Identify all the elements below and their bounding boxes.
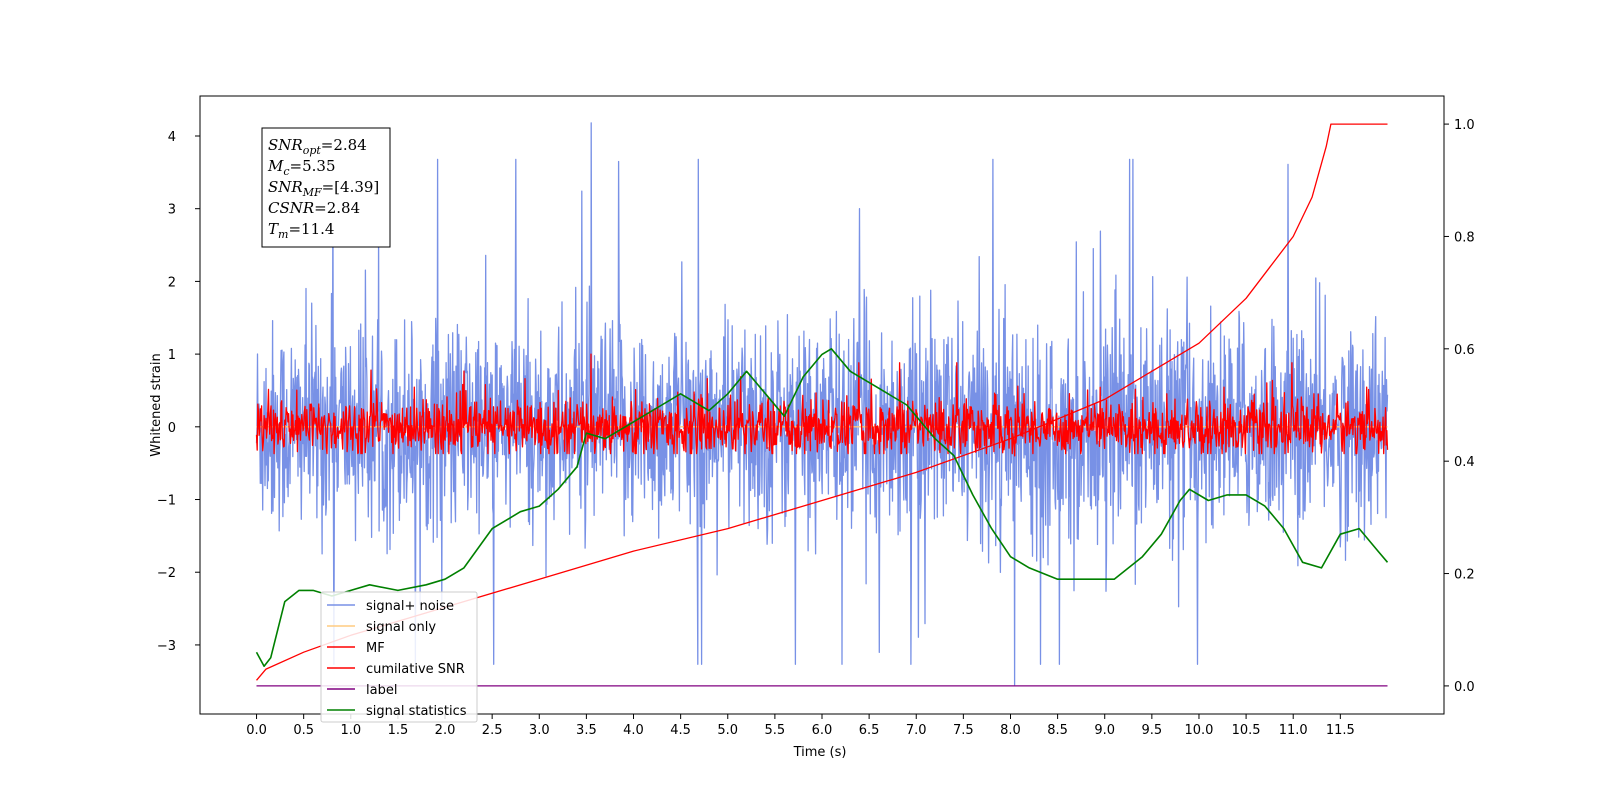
y-tick-label: 1: [168, 348, 176, 363]
y2-tick-label: 1.0: [1454, 118, 1475, 133]
info-line: SNRMF=[4.39]: [268, 178, 379, 199]
series-line-signal-statistics: [255, 347, 1389, 668]
x-tick-label: 2.0: [435, 723, 456, 738]
series-line-mf: [255, 353, 1389, 457]
legend-label: signal+ noise: [366, 599, 454, 614]
legend-label: label: [366, 683, 397, 698]
x-tick-label: 4.0: [623, 723, 644, 738]
x-tick-label: 6.5: [859, 723, 880, 738]
x-tick-label: 9.5: [1142, 723, 1163, 738]
x-tick-label: 5.5: [765, 723, 786, 738]
y2-tick-label: 0.4: [1454, 455, 1475, 470]
y-axis-right: 1.0 0.8 0.6 0.4 0.2 0.0: [1444, 118, 1475, 695]
x-tick-label: 1.0: [340, 723, 361, 738]
x-tick-label: 6.0: [812, 723, 833, 738]
x-tick-label: 10.5: [1232, 723, 1261, 738]
x-tick-label: 7.5: [953, 723, 974, 738]
legend: signal+ noise signal only MF cumilative SNR…: [320, 591, 478, 723]
x-tick-label: 3.0: [529, 723, 550, 738]
x-tick-label: 3.5: [576, 723, 597, 738]
x-tick-label: 0.0: [246, 723, 267, 738]
info-line: SNRopt=2.84: [268, 136, 367, 157]
y2-tick-label: 0.2: [1454, 568, 1475, 583]
info-line: CSNR=2.84: [268, 199, 360, 217]
x-tick-label: 8.5: [1047, 723, 1068, 738]
y-tick-label: −1: [157, 494, 176, 509]
x-tick-label: 11.0: [1279, 723, 1308, 738]
y2-tick-label: 0.8: [1454, 230, 1475, 245]
y-tick-label: 2: [168, 275, 176, 290]
x-axis-title: Time (s): [793, 745, 847, 760]
x-tick-label: 10.0: [1184, 723, 1213, 738]
info-box-frame: [261, 127, 391, 248]
y-tick-label: −2: [157, 566, 176, 581]
x-tick-label: 2.5: [482, 723, 503, 738]
y-axis-title: Whitened strain: [149, 353, 164, 456]
x-tick-label: 5.0: [717, 723, 738, 738]
y2-tick-label: 0.0: [1454, 680, 1475, 695]
y-tick-label: −3: [157, 639, 176, 654]
x-tick-label: 8.0: [1000, 723, 1021, 738]
x-tick-label: 7.0: [906, 723, 927, 738]
info-line: Mc=5.35: [267, 157, 336, 178]
legend-label: signal statistics: [366, 704, 467, 719]
legend-label: cumilative SNR: [366, 662, 465, 677]
x-axis: 0.0 0.5 1.0 1.5 2.0 2.5 3.0 3.5 4.0 4.5 5.0 5.5 6.0 6…: [246, 714, 1355, 738]
y-tick-label: 3: [168, 203, 176, 218]
x-tick-label: 4.5: [670, 723, 691, 738]
legend-frame: [320, 591, 478, 723]
x-tick-label: 11.5: [1326, 723, 1355, 738]
legend-label: MF: [366, 641, 385, 656]
x-tick-label: 1.5: [388, 723, 409, 738]
legend-label: signal only: [366, 620, 436, 635]
y-tick-label: 4: [168, 130, 176, 145]
x-tick-label: 0.5: [293, 723, 314, 738]
info-line: Tm=11.4: [268, 220, 334, 241]
y-tick-label: 0: [168, 421, 176, 436]
x-tick-label: 9.0: [1094, 723, 1115, 738]
y-axis-left: 4 3 2 1 0 −1 −2 −3: [157, 130, 200, 654]
y2-tick-label: 0.6: [1454, 343, 1475, 358]
